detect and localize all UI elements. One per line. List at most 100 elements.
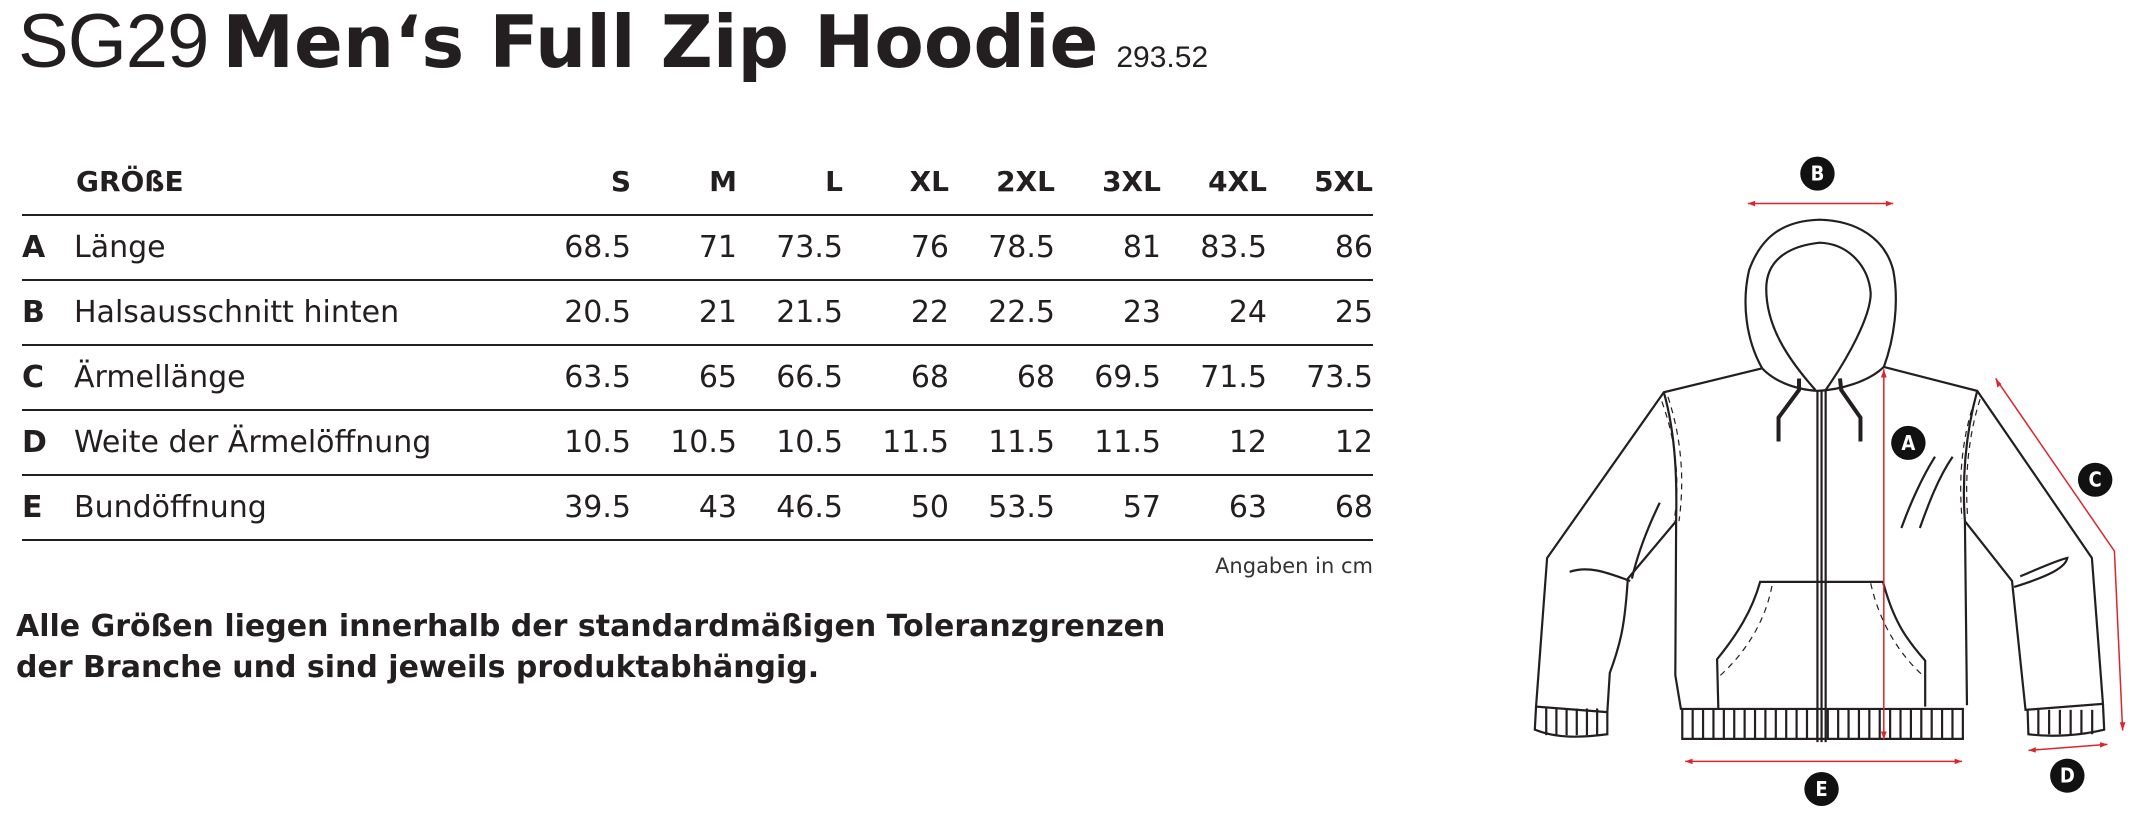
measurement-cell: 66.5 [737, 345, 843, 411]
product-number: 293.52 [1116, 41, 1209, 74]
measurement-cell: 43 [631, 475, 737, 541]
measurement-cell: 68 [1267, 475, 1373, 541]
fold-lines [1570, 457, 2068, 587]
measurement-cell: 71 [631, 215, 737, 281]
note-line-2: der Branche und sind jeweils produktabhä… [16, 650, 820, 685]
label-a-badge [1891, 425, 1926, 460]
measurement-cell: 57 [1055, 475, 1161, 541]
row-letter: C [22, 345, 52, 411]
label-c-badge [2077, 462, 2113, 497]
table-row: E Bundöffnung 39.5 43 46.5 50 53.5 57 63 68 [22, 475, 1373, 541]
left-cuff [1535, 707, 1608, 737]
row-label: Weite der Ärmelöffnung [52, 410, 525, 476]
table-row: A Länge 68.5 71 73.5 76 78.5 81 83.5 86 [22, 215, 1373, 281]
measurement-cell: 63 [1161, 475, 1267, 541]
hoodie-diagram: A B C D E [1500, 156, 2126, 807]
product-name: Men‘s Full Zip Hoodie [222, 0, 1099, 84]
measurement-cell: 10.5 [737, 410, 843, 476]
measurement-cell: 21.5 [737, 280, 843, 346]
size-column-label: GRÖßE [22, 148, 525, 216]
row-label: Ärmellänge [52, 345, 525, 411]
row-letter: D [22, 410, 52, 476]
size-header-xl: XL [843, 148, 949, 216]
measurement-cell: 12 [1161, 410, 1267, 476]
table-row: B Halsausschnitt hinten 20.5 21 21.5 22 22.5 23… [22, 280, 1373, 346]
measurement-cell: 46.5 [737, 475, 843, 541]
size-table: GRÖßE S M L XL 2XL 3XL 4XL 5XL A Länge 68.5 71 73.5… [22, 148, 1373, 541]
measurement-cell: 69.5 [1055, 345, 1161, 411]
size-header-5xl: 5XL [1267, 148, 1373, 216]
measurement-cell: 39.5 [525, 475, 631, 541]
left-sleeve [1536, 368, 1762, 712]
measurement-cell: 81 [1055, 215, 1161, 281]
size-header-s: S [525, 148, 631, 216]
label-b-badge [1800, 156, 1835, 191]
label-a: A [1901, 431, 1915, 455]
measurement-cell: 50 [843, 475, 949, 541]
measurement-cell: 21 [631, 280, 737, 346]
hood-outer [1746, 220, 1896, 369]
size-header-4xl: 4XL [1161, 148, 1267, 216]
unit-note: Angaben in cm [1215, 554, 1373, 578]
zipper [1817, 391, 1825, 742]
row-letter: E [22, 475, 52, 541]
row-letter: A [22, 215, 52, 281]
measurement-cell: 68.5 [525, 215, 631, 281]
label-c: C [2089, 468, 2102, 492]
measurement-cell: 11.5 [1055, 410, 1161, 476]
row-letter: B [22, 280, 52, 346]
label-e: E [1815, 777, 1827, 801]
hood-inner [1766, 243, 1870, 390]
label-d: D [2060, 764, 2075, 788]
rib-lines [1546, 708, 2092, 738]
table-row: D Weite der Ärmelöffnung 10.5 10.5 10.5 11.5 1… [22, 410, 1373, 476]
measurement-cell: 63.5 [525, 345, 631, 411]
right-cuff [2028, 704, 2105, 736]
measurement-cell: 23 [1055, 280, 1161, 346]
measure-labels: A B C D E [1800, 156, 2113, 807]
drawstrings [1779, 378, 1861, 441]
measurement-cell: 22 [843, 280, 949, 346]
neckline [1762, 367, 1884, 391]
left-body [1664, 392, 1681, 710]
size-header-3xl: 3XL [1055, 148, 1161, 216]
row-label: Bundöffnung [52, 475, 525, 541]
arrow-d [2028, 744, 2107, 750]
measurement-cell: 68 [843, 345, 949, 411]
page-title: SG29 Men‘s Full Zip Hoodie 293.52 [18, 4, 1208, 80]
size-header-2xl: 2XL [949, 148, 1055, 216]
measurement-cell: 22.5 [949, 280, 1055, 346]
measurement-cell: 12 [1267, 410, 1373, 476]
tolerance-note: Alle Größen liegen innerhalb der standar… [16, 606, 1165, 688]
pocket-stitch [1720, 583, 1922, 675]
measurement-cell: 78.5 [949, 215, 1055, 281]
measurement-cell: 11.5 [843, 410, 949, 476]
measurement-cell: 73.5 [737, 215, 843, 281]
label-d-badge [2050, 758, 2085, 793]
row-label: Länge [52, 215, 525, 281]
measurement-cell: 73.5 [1267, 345, 1373, 411]
measurement-cell: 68 [949, 345, 1055, 411]
measurement-cell: 11.5 [949, 410, 1055, 476]
measurement-cell: 83.5 [1161, 215, 1267, 281]
arrow-c [1996, 378, 2123, 730]
measurement-cell: 86 [1267, 215, 1373, 281]
measurement-cell: 24 [1161, 280, 1267, 346]
note-line-1: Alle Größen liegen innerhalb der standar… [16, 609, 1166, 644]
measurement-cell: 53.5 [949, 475, 1055, 541]
measurement-cell: 76 [843, 215, 949, 281]
size-header-row: GRÖßE S M L XL 2XL 3XL 4XL 5XL [22, 148, 1373, 216]
measurement-cell: 10.5 [631, 410, 737, 476]
measurement-cell: 10.5 [525, 410, 631, 476]
size-header-m: M [631, 148, 737, 216]
right-body [1964, 391, 1977, 705]
label-b: B [1811, 162, 1825, 186]
measurement-cell: 71.5 [1161, 345, 1267, 411]
size-header-l: L [737, 148, 843, 216]
measurement-cell: 65 [631, 345, 737, 411]
measurement-cell: 20.5 [525, 280, 631, 346]
row-label: Halsausschnitt hinten [52, 280, 525, 346]
right-sleeve [1884, 367, 2103, 710]
measurement-cell: 25 [1267, 280, 1373, 346]
measure-arrows [1685, 200, 2126, 765]
